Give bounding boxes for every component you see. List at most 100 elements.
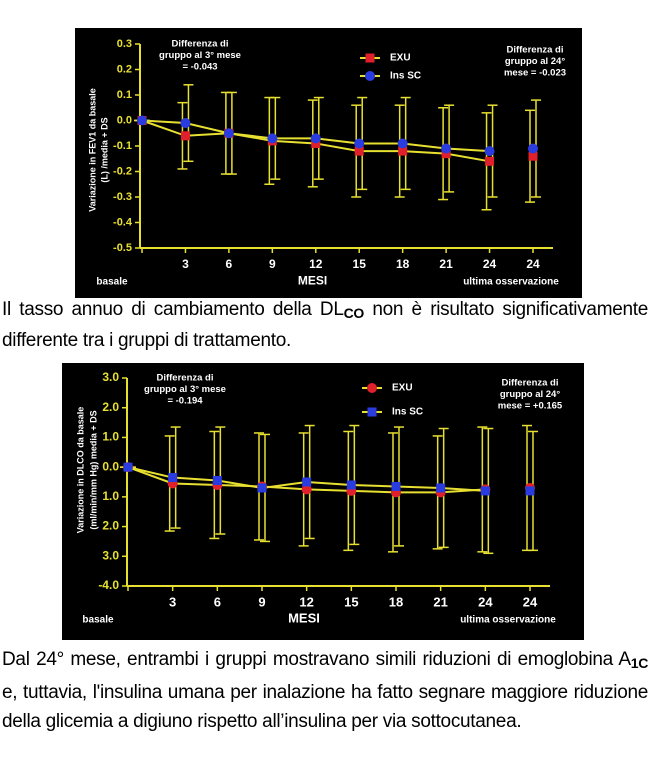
x-tick-label: 21 xyxy=(433,594,447,609)
data-point xyxy=(223,128,234,139)
data-point xyxy=(137,115,147,126)
x-tick-label: 18 xyxy=(389,594,403,609)
subscript: CO xyxy=(343,305,365,321)
x-axis-label: MESI xyxy=(298,273,327,287)
data-point xyxy=(528,143,538,154)
y-axis-label: Variazione in DLCO da basale xyxy=(75,407,85,534)
x-tick-label: basale xyxy=(82,615,114,626)
data-point xyxy=(525,486,535,496)
x-tick-label: 24 xyxy=(526,257,540,271)
legend-marker xyxy=(365,71,375,81)
annotation: Differenza di xyxy=(156,373,213,384)
data-point xyxy=(354,138,365,149)
x-tick-label: 24 xyxy=(523,594,538,609)
annotation: Differenza di xyxy=(171,39,228,50)
data-point xyxy=(302,477,312,487)
y-axis-label: Variazione in FEV1 da basale xyxy=(87,88,97,212)
y-tick-label: 3.0 xyxy=(102,548,119,562)
chart-background xyxy=(62,363,584,640)
x-tick-label: 6 xyxy=(214,594,221,609)
y-tick-label: -0.4 xyxy=(113,216,133,228)
annotation: gruppo al 3° mese xyxy=(159,50,241,61)
data-point xyxy=(168,473,178,483)
y-tick-label: 0.0 xyxy=(117,114,132,126)
y-tick-label: -4.0 xyxy=(98,578,119,592)
y-tick-label: 0.0 xyxy=(102,459,119,473)
x-axis-label: MESI xyxy=(288,611,320,626)
data-point xyxy=(354,146,364,156)
x-tick-label: 9 xyxy=(258,594,265,609)
data-point xyxy=(397,138,408,149)
y-tick-label: 0.1 xyxy=(117,89,132,101)
data-point xyxy=(528,151,538,161)
x-tick-label: 9 xyxy=(269,257,276,271)
data-point xyxy=(484,146,495,157)
data-point xyxy=(212,476,222,486)
data-point xyxy=(257,483,267,493)
data-point xyxy=(180,131,190,141)
text: Il tasso annuo di cambiamento della DL xyxy=(2,299,344,320)
x-tick-label: 3 xyxy=(169,594,176,609)
paragraph: Il tasso annuo di cambiamento della DLCO… xyxy=(2,296,648,355)
data-point xyxy=(398,146,408,156)
y-tick-label: -0.3 xyxy=(113,191,132,203)
x-note: ultima osservazione xyxy=(463,277,559,288)
x-tick-label: 24 xyxy=(483,257,497,271)
data-point xyxy=(267,133,278,144)
annotation: gruppo al 3° mese xyxy=(144,384,226,395)
legend-marker xyxy=(365,53,375,63)
legend-label: EXU xyxy=(392,383,413,394)
y-axis-label: (ml/min/mm Hg) media + DS xyxy=(88,410,98,529)
data-point xyxy=(480,486,490,496)
annotation: gruppo al 24° xyxy=(500,389,560,400)
y-axis-label: (L) /media + DS xyxy=(99,117,109,182)
data-point xyxy=(310,133,321,144)
annotation: mese = -0.023 xyxy=(504,68,566,79)
x-tick-label: 18 xyxy=(396,257,410,271)
annotation: Differenza di xyxy=(501,378,558,389)
text: Dal 24° mese, entrambi i gruppi mostrava… xyxy=(2,649,631,670)
text: e, tuttavia, l'insulina umana per inalaz… xyxy=(2,682,648,732)
annotation: = -0.194 xyxy=(167,396,203,407)
y-tick-label: 2.0 xyxy=(102,519,119,533)
y-tick-label: 2.0 xyxy=(102,400,119,414)
y-tick-label: 0.2 xyxy=(117,63,132,75)
data-point xyxy=(485,156,495,166)
y-tick-label: 1.0 xyxy=(102,430,119,444)
data-point xyxy=(391,481,401,491)
x-note: ultima osservazione xyxy=(460,615,556,626)
legend-label: Ins SC xyxy=(392,407,423,418)
data-point xyxy=(441,149,451,159)
data-point xyxy=(441,143,452,154)
x-tick-label: 15 xyxy=(353,257,367,271)
annotation: mese = +0.165 xyxy=(498,401,563,412)
text: non è risultato significativamente diffe… xyxy=(2,299,649,351)
y-tick-label: -0.1 xyxy=(113,140,132,152)
y-tick-label: 3.0 xyxy=(102,370,119,384)
legend-marker xyxy=(367,383,377,393)
x-tick-label: 12 xyxy=(299,594,313,609)
data-point xyxy=(346,480,356,490)
x-tick-label: 12 xyxy=(309,257,323,271)
data-point xyxy=(311,138,321,148)
y-tick-label: -0.5 xyxy=(113,242,132,254)
x-tick-label: 6 xyxy=(226,257,233,271)
y-tick-label: 1.0 xyxy=(102,489,119,503)
legend-marker xyxy=(367,407,377,417)
x-tick-label: 15 xyxy=(344,594,358,609)
subscript: 1C xyxy=(630,655,649,671)
x-tick-label: 3 xyxy=(182,257,189,271)
chart-background xyxy=(75,28,582,298)
x-tick-label: 21 xyxy=(439,257,453,271)
annotation: gruppo al 24° xyxy=(505,56,565,67)
data-point xyxy=(436,483,446,493)
data-point xyxy=(301,484,312,495)
legend-label: EXU xyxy=(390,53,411,64)
data-point xyxy=(123,462,133,472)
legend-label: Ins SC xyxy=(390,71,421,82)
annotation: = -0.043 xyxy=(182,62,217,73)
paragraph: Dal 24° mese, entrambi i gruppi mostrava… xyxy=(2,645,648,736)
data-point xyxy=(180,118,191,129)
